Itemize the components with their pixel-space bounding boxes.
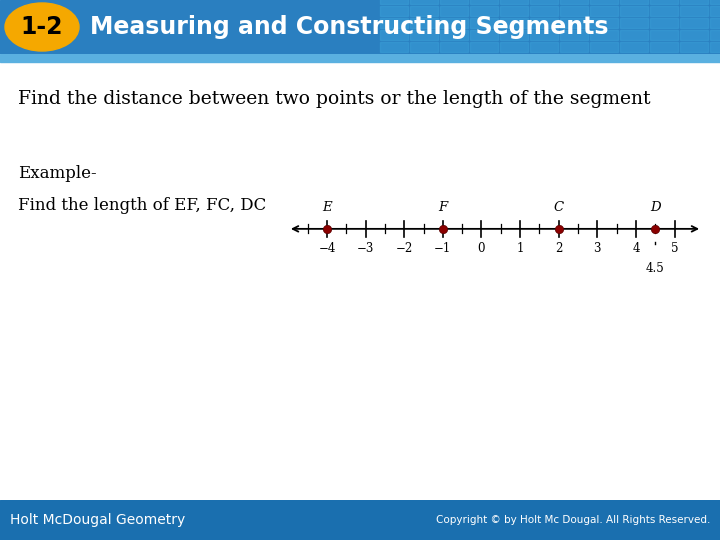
Bar — [410, 0, 438, 4]
Bar — [680, 6, 708, 16]
Bar — [380, 18, 408, 28]
Bar — [590, 0, 618, 4]
Text: Find the length of EF, FC, DC: Find the length of EF, FC, DC — [18, 197, 266, 213]
Bar — [710, 0, 720, 4]
Text: 1: 1 — [516, 242, 523, 255]
Bar — [440, 42, 468, 52]
Bar — [530, 30, 558, 40]
Bar — [380, 42, 408, 52]
Text: 2: 2 — [555, 242, 562, 255]
Text: Example-: Example- — [18, 165, 96, 183]
Bar — [590, 42, 618, 52]
Bar — [560, 30, 588, 40]
Bar — [440, 6, 468, 16]
Bar — [620, 6, 648, 16]
Bar — [650, 42, 678, 52]
Bar — [470, 6, 498, 16]
Text: −2: −2 — [395, 242, 413, 255]
Bar — [440, 18, 468, 28]
Bar — [410, 18, 438, 28]
Bar — [380, 30, 408, 40]
Bar — [380, 6, 408, 16]
Bar — [470, 30, 498, 40]
Bar — [650, 30, 678, 40]
Bar — [530, 6, 558, 16]
Text: Measuring and Constructing Segments: Measuring and Constructing Segments — [90, 15, 608, 39]
Bar — [530, 18, 558, 28]
Text: 0: 0 — [478, 242, 485, 255]
Bar — [680, 30, 708, 40]
Text: −4: −4 — [318, 242, 336, 255]
Bar — [500, 6, 528, 16]
Text: −3: −3 — [357, 242, 374, 255]
Bar — [0, 54, 720, 62]
Bar — [620, 0, 648, 4]
Bar — [650, 18, 678, 28]
Bar — [710, 18, 720, 28]
Bar — [620, 42, 648, 52]
Bar — [500, 18, 528, 28]
Bar — [710, 30, 720, 40]
Bar — [590, 30, 618, 40]
Bar — [410, 42, 438, 52]
Bar — [500, 0, 528, 4]
Bar — [530, 42, 558, 52]
Bar — [410, 30, 438, 40]
Text: 4.5: 4.5 — [646, 262, 665, 275]
Bar — [440, 0, 468, 4]
Bar — [590, 18, 618, 28]
Text: C: C — [554, 201, 564, 214]
Text: E: E — [323, 201, 332, 214]
Bar — [680, 42, 708, 52]
Bar — [650, 0, 678, 4]
Bar — [380, 0, 408, 4]
Bar — [620, 30, 648, 40]
Bar — [590, 6, 618, 16]
Bar — [710, 6, 720, 16]
Text: 4: 4 — [632, 242, 639, 255]
Text: Holt McDougal Geometry: Holt McDougal Geometry — [10, 513, 185, 526]
Ellipse shape — [5, 3, 79, 51]
Text: 1-2: 1-2 — [21, 15, 63, 39]
Bar — [560, 18, 588, 28]
Bar — [470, 42, 498, 52]
Text: D: D — [650, 201, 660, 214]
Bar — [470, 18, 498, 28]
Bar — [530, 0, 558, 4]
Bar — [500, 42, 528, 52]
Bar — [410, 6, 438, 16]
Text: −1: −1 — [434, 242, 451, 255]
Text: Find the distance between two points or the length of the segment: Find the distance between two points or … — [18, 90, 650, 107]
Bar — [470, 0, 498, 4]
Text: 5: 5 — [671, 242, 678, 255]
Bar — [560, 42, 588, 52]
Bar — [620, 18, 648, 28]
Text: Copyright © by Holt Mc Dougal. All Rights Reserved.: Copyright © by Holt Mc Dougal. All Right… — [436, 515, 710, 525]
Bar — [650, 6, 678, 16]
Bar — [680, 0, 708, 4]
Bar — [680, 18, 708, 28]
Bar — [710, 42, 720, 52]
Bar — [560, 6, 588, 16]
Bar — [440, 30, 468, 40]
Text: F: F — [438, 201, 448, 214]
Bar — [560, 0, 588, 4]
Text: 3: 3 — [593, 242, 601, 255]
Bar — [500, 30, 528, 40]
